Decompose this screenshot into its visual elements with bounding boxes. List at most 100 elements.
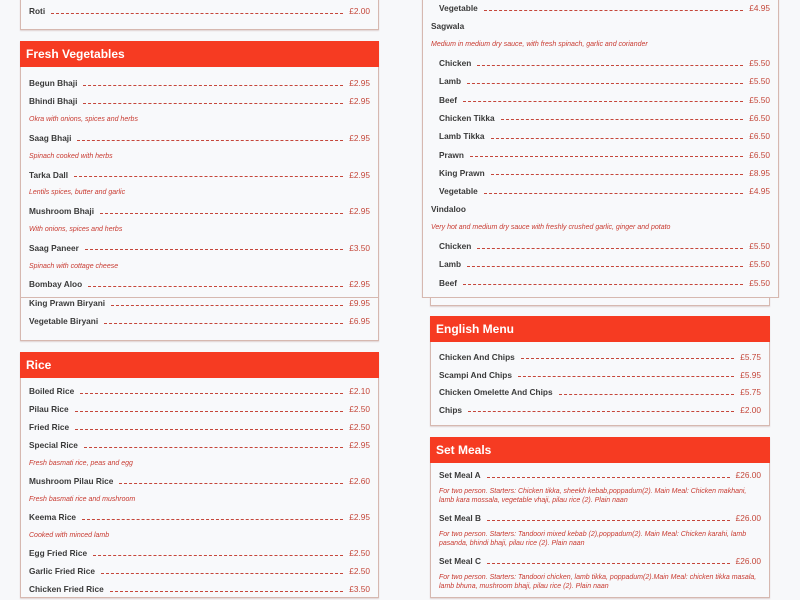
- item-price: £3.50: [349, 242, 370, 253]
- item-description: For two person. Starters: Tandoori mixed…: [439, 531, 747, 547]
- section-title: Fresh Vegetables: [20, 41, 379, 67]
- item-name: King Prawn: [439, 167, 485, 178]
- item-name: Chicken Fried Rice: [29, 584, 104, 594]
- section-title: Set Meals: [430, 437, 770, 463]
- item-price: £5.50: [749, 259, 770, 270]
- menu-item[interactable]: Set Meal C £26.00: [439, 552, 761, 570]
- item-price: £2.95: [349, 96, 370, 107]
- menu-item[interactable]: Chicken And Chips £5.75: [439, 348, 761, 366]
- english-menu-card: English Menu Chicken And Chips £5.75 Scampi…: [430, 316, 770, 426]
- item-name: Fried Rice: [29, 422, 70, 432]
- item-price: £26.00: [735, 556, 761, 566]
- menu-item[interactable]: Pilau Rice £2.50: [29, 400, 370, 418]
- menu-item[interactable]: Chicken £5.50: [431, 54, 770, 72]
- menu-item[interactable]: Set Meal B £26.00: [439, 509, 761, 527]
- menu-item[interactable]: Keema Rice £2.95: [29, 508, 370, 526]
- item-description: Medium in medium dry sauce, with fresh s…: [431, 41, 648, 49]
- menu-item[interactable]: Roti £2.00: [29, 2, 370, 20]
- curry-card-end: [430, 298, 770, 306]
- biryani-card: King Prawn Biryani £9.95 Vegetable Biryani…: [20, 298, 379, 341]
- dotted-leader: [51, 12, 344, 14]
- item-price: £6.50: [749, 131, 770, 142]
- item-price: £6.95: [349, 316, 370, 327]
- menu-item[interactable]: Vegetable £4.95: [431, 0, 770, 17]
- item-name: Lamb: [439, 259, 462, 270]
- menu-item[interactable]: Fried Rice £2.50: [29, 418, 370, 436]
- item-name: Chicken: [439, 58, 472, 69]
- menu-item[interactable]: Lamb £5.50: [431, 255, 770, 273]
- item-price: £4.95: [749, 3, 770, 14]
- item-price: £26.00: [735, 470, 761, 480]
- dotted-leader: [109, 590, 344, 592]
- set-meals-card: Set Meals Set Meal A £26.00 For two person.…: [430, 437, 770, 598]
- menu-item[interactable]: Chicken Omelette And Chips £5.75: [439, 383, 761, 401]
- fresh-vegetables-card: Fresh Vegetables Begun Bhaji £2.95 Bhindi B…: [20, 41, 379, 298]
- dotted-leader: [486, 519, 730, 521]
- menu-item[interactable]: Scampi And Chips £5.95: [439, 366, 761, 384]
- item-name: Keema Rice: [29, 512, 77, 522]
- item-name: Pilau Rice: [29, 404, 69, 414]
- dotted-leader: [490, 137, 744, 139]
- menu-item[interactable]: Special Rice £2.95: [29, 436, 370, 454]
- item-price: £2.60: [349, 476, 370, 486]
- menu-item[interactable]: King Prawn £8.95: [431, 164, 770, 182]
- menu-item[interactable]: Beef £5.50: [431, 273, 770, 291]
- item-name: Bhindi Bhaji: [29, 96, 78, 107]
- dotted-leader: [469, 156, 744, 158]
- dotted-leader: [111, 304, 344, 306]
- item-price: £26.00: [735, 513, 761, 523]
- menu-item[interactable]: Saag Bhaji £2.95: [29, 129, 370, 147]
- menu-item[interactable]: Lamb Tikka £6.50: [431, 127, 770, 145]
- menu-item[interactable]: Tarka Dall £2.95: [29, 165, 370, 183]
- item-description: Cooked with minced lamb: [29, 531, 110, 539]
- item-name: Set Meal B: [439, 513, 481, 523]
- dotted-leader: [467, 82, 744, 84]
- menu-item[interactable]: Egg Fried Rice £2.50: [29, 544, 370, 562]
- menu-item[interactable]: Begun Bhaji £2.95: [29, 74, 370, 92]
- menu-item-list: Begun Bhaji £2.95 Bhindi Bhaji £2.95 Okra wi…: [21, 67, 378, 294]
- item-price: £2.50: [349, 404, 370, 414]
- item-name: Saag Paneer: [29, 242, 79, 253]
- dotted-leader: [483, 9, 744, 11]
- item-price: £5.75: [740, 387, 761, 398]
- item-name: Lamb Tikka: [439, 131, 485, 142]
- menu-item[interactable]: Bhindi Bhaji £2.95: [29, 92, 370, 110]
- menu-item[interactable]: Mushroom Pilau Rice £2.60: [29, 472, 370, 490]
- menu-item[interactable]: King Prawn Biryani £9.95: [29, 298, 370, 312]
- menu-item[interactable]: Chicken Tikka £6.50: [431, 109, 770, 127]
- menu-item[interactable]: Saag Paneer £3.50: [29, 239, 370, 257]
- menu-bottom-section: King Prawn Biryani £9.95 Vegetable Biryani…: [0, 298, 800, 600]
- menu-item[interactable]: Beef £5.50: [431, 90, 770, 108]
- item-name: Scampi And Chips: [439, 369, 512, 380]
- item-description: Okra with onions, spices and herbs: [29, 116, 138, 124]
- item-name: Tarka Dall: [29, 169, 69, 180]
- item-price: £2.50: [349, 548, 370, 558]
- menu-item[interactable]: Prawn £6.50: [431, 145, 770, 163]
- dotted-leader: [558, 393, 735, 395]
- menu-item[interactable]: Bombay Aloo £2.95: [29, 275, 370, 293]
- menu-item[interactable]: Chips £2.00: [439, 401, 761, 419]
- menu-item[interactable]: Mushroom Bhaji £2.95: [29, 202, 370, 220]
- menu-item[interactable]: Vegetable Biryani £6.95: [29, 312, 370, 330]
- dotted-leader: [100, 572, 344, 574]
- menu-item[interactable]: Lamb £5.50: [431, 72, 770, 90]
- item-name: Bombay Aloo: [29, 279, 83, 290]
- dotted-leader: [462, 101, 744, 103]
- dotted-leader: [104, 322, 344, 324]
- item-description: For two person. Starters: Chicken tikka,…: [439, 488, 747, 504]
- menu-item[interactable]: Chicken Fried Rice £3.50: [29, 580, 370, 598]
- dotted-leader: [82, 518, 344, 520]
- item-name: Begun Bhaji: [29, 78, 78, 89]
- menu-item[interactable]: Set Meal A £26.00: [439, 466, 761, 484]
- item-price: £2.10: [349, 386, 370, 396]
- menu-item-list: King Prawn Biryani £9.95 Vegetable Biryani…: [21, 298, 378, 331]
- menu-item[interactable]: Garlic Fried Rice £2.50: [29, 562, 370, 580]
- subsection-heading: Sagwala: [431, 21, 465, 32]
- item-name: Chicken: [439, 241, 472, 251]
- item-description: Lentils spices, butter and garlic: [29, 189, 126, 197]
- menu-item[interactable]: Boiled Rice £2.10: [29, 382, 370, 400]
- item-price: £2.95: [349, 279, 370, 290]
- item-name: Beef: [439, 94, 457, 105]
- menu-item[interactable]: Chicken £5.50: [431, 237, 770, 255]
- menu-item[interactable]: Vegetable £4.95: [431, 182, 770, 200]
